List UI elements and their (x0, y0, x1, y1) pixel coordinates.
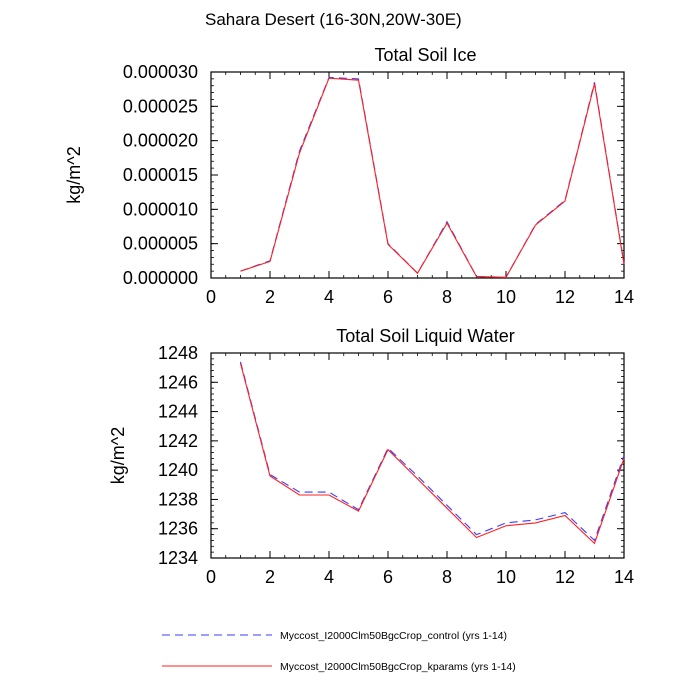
plot2-title: Total Soil Liquid Water (336, 326, 514, 346)
plot2-y-tick-label: 1236 (158, 519, 198, 539)
plot1-y-tick-label: 0.000025 (123, 96, 198, 116)
plot2-y-tick-label: 1248 (158, 343, 198, 363)
plot2-x-tick-label: 8 (442, 567, 452, 587)
plot2-y-tick-label: 1242 (158, 431, 198, 451)
plot2-y-tick-label: 1244 (158, 402, 198, 422)
plot2-x-tick-label: 14 (614, 567, 634, 587)
plot2-series-kparams-line (239, 363, 625, 545)
plot1-x-tick-label: 2 (265, 287, 275, 307)
plot1-x-tick-label: 12 (555, 287, 575, 307)
plot1-series-kparams-line (240, 77, 625, 278)
plot1-y-tick-label: 0.000015 (123, 165, 198, 185)
legend-label-control: Myccost_I2000Clm50BgcCrop_control (yrs 1… (280, 630, 507, 642)
plot2-x-tick-label: 4 (324, 567, 334, 587)
plot1-y-tick-label: 0.000000 (123, 268, 198, 288)
plot2-series-control-line (239, 361, 625, 542)
plot1-frame (210, 71, 625, 279)
plot2-x-tick-label: 12 (555, 567, 575, 587)
plot1-y-axis-label: kg/m^2 (64, 146, 84, 203)
plot1-x-tick-label: 4 (324, 287, 334, 307)
plot1-x-tick-label: 14 (614, 287, 634, 307)
plot2-x-tick-label: 6 (383, 567, 393, 587)
plot1-y-tick-label: 0.000030 (123, 62, 198, 82)
legend-label-kparams: Myccost_I2000Clm50BgcCrop_kparams (yrs 1… (280, 661, 516, 673)
plot1-x-tick-label: 0 (206, 287, 216, 307)
plot1-y-tick-label: 0.000020 (123, 131, 198, 151)
plot1-y-tick-label: 0.000010 (123, 199, 198, 219)
plot2-y-axis-label: kg/m^2 (108, 427, 128, 484)
plot2-x-tick-label: 10 (496, 567, 516, 587)
plot2-frame (210, 352, 625, 559)
plot1-x-tick-label: 10 (496, 287, 516, 307)
plot2-y-tick-label: 1234 (158, 548, 198, 568)
plot2-y-tick-label: 1240 (158, 460, 198, 480)
plot1-x-tick-label: 8 (442, 287, 452, 307)
plot1-x-tick-label: 6 (383, 287, 393, 307)
plot2-x-tick-label: 2 (265, 567, 275, 587)
plot1-title: Total Soil Ice (374, 45, 476, 65)
plot2-y-tick-label: 1238 (158, 489, 198, 509)
plot1-y-tick-label: 0.000005 (123, 234, 198, 254)
plot2-x-tick-label: 0 (206, 567, 216, 587)
page-title: Sahara Desert (16-30N,20W-30E) (205, 10, 462, 29)
plot2-y-tick-label: 1246 (158, 372, 198, 392)
